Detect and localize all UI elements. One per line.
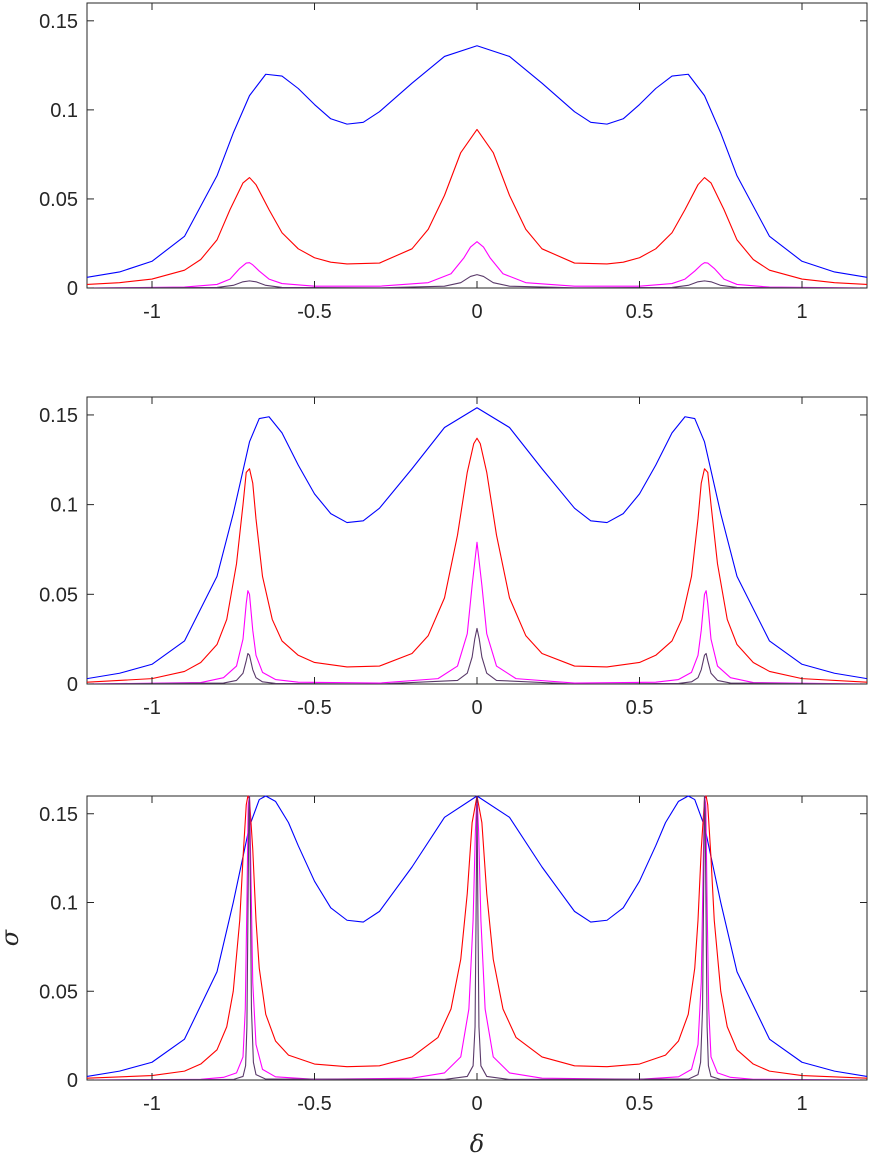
x-tick-label: -0.5 — [297, 697, 331, 719]
series-layer-top — [87, 45, 867, 288]
x-tick-label: 0.5 — [626, 301, 654, 323]
x-tick-label: 1 — [796, 1093, 807, 1115]
y-tick-label: 0.05 — [39, 981, 78, 1003]
x-tick-label: -1 — [143, 1093, 161, 1115]
y-tick-label: 0 — [67, 278, 78, 300]
series-dark-purple-line-top — [87, 274, 867, 288]
x-tick-label: -1 — [143, 697, 161, 719]
x-tick-label: 1 — [796, 301, 807, 323]
x-tick-label: -0.5 — [297, 301, 331, 323]
y-tick-label: 0 — [67, 1070, 78, 1092]
series-layer-middle — [87, 407, 867, 684]
tick-layer-bottom: -1 -0.5 0 0.5 1 0 0.05 0.1 0.15 — [39, 796, 867, 1115]
y-tick-label: 0.15 — [39, 405, 78, 427]
series-magenta-line-top — [87, 241, 867, 288]
x-tick-label: -1 — [143, 301, 161, 323]
tick-layer-middle: -1 -0.5 0 0.5 1 0 0.05 0.1 0.15 — [39, 397, 867, 719]
axes-frame-middle — [86, 396, 868, 685]
y-tick-label: 0 — [67, 674, 78, 696]
y-tick-label: 0.15 — [39, 804, 78, 826]
x-tick-label: 0 — [471, 301, 482, 323]
x-tick-label: 0 — [471, 697, 482, 719]
panel-middle: -1 -0.5 0 0.5 1 0 0.05 0.1 0.15 — [39, 396, 868, 719]
y-tick-label: 0.1 — [50, 100, 78, 122]
y-tick-label: 0.05 — [39, 584, 78, 606]
series-dark-purple-line-middle — [87, 627, 867, 684]
series-magenta-line-middle — [87, 541, 867, 684]
tick-layer-top: -1 -0.5 0 0.5 1 0 0.05 0.1 0.15 — [39, 3, 867, 323]
y-tick-label: 0.1 — [50, 495, 78, 517]
panel-bottom: -1 -0.5 0 0.5 1 0 0.05 0.1 0.15 — [39, 795, 868, 1115]
y-tick-label: 0.05 — [39, 189, 78, 211]
x-tick-label: -0.5 — [297, 1093, 331, 1115]
y-axis-label: σ — [0, 929, 24, 946]
x-tick-label: 1 — [796, 697, 807, 719]
x-tick-label: 0.5 — [626, 1093, 654, 1115]
series-blue-line-top — [87, 45, 867, 278]
series-blue-line-middle — [87, 407, 867, 680]
panel-top: -1 -0.5 0 0.5 1 0 0.05 0.1 0.15 — [39, 2, 868, 323]
x-tick-label: 0.5 — [626, 697, 654, 719]
x-axis-label: δ — [470, 1130, 484, 1158]
series-red-line-middle — [87, 437, 867, 683]
x-tick-label: 0 — [471, 1093, 482, 1115]
series-red-line-top — [87, 128, 867, 285]
y-tick-label: 0.1 — [50, 893, 78, 915]
y-tick-label: 0.15 — [39, 11, 78, 33]
